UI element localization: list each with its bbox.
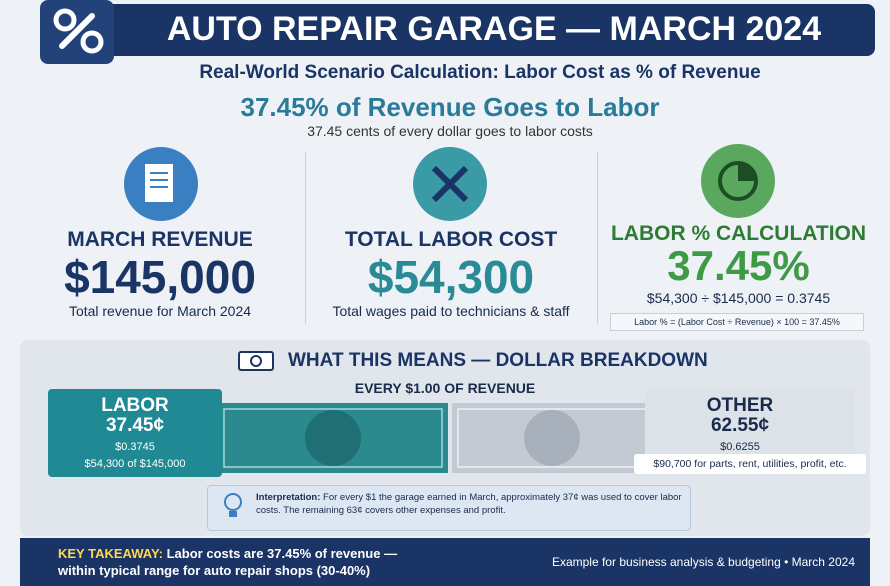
tools-icon [413,147,487,221]
footer-note: Example for business analysis & budgetin… [551,555,855,569]
interpretation-box [207,485,691,531]
card-value: $145,000 [64,251,256,303]
breakdown-title: WHAT THIS MEANS — DOLLAR BREAKDOWN [288,350,708,371]
title: AUTO REPAIR GARAGE — MARCH 2024 [166,10,822,48]
bill-icon [238,351,274,371]
labor-label: LABOR [101,395,169,416]
header-bar [40,4,875,56]
takeaway-line: within typical range for auto repair sho… [58,563,371,578]
takeaway-line: Labor costs are 37.45% of revenue — [166,546,398,561]
chart-icon [701,144,775,218]
interpretation: Interpretation: For every $1 the garage … [256,491,682,517]
bulb-icon [224,493,242,517]
labor-detail: $54,300 of $145,000 [84,458,186,470]
headline-sub: 37.45 cents of every dollar goes to labo… [307,123,593,139]
other-value: 62.55¢ [710,415,770,436]
card-label: MARCH REVENUE [67,228,253,251]
other-label: OTHER [706,395,774,416]
subtitle: Real-World Scenario Calculation: Labor C… [199,62,761,83]
divider [305,152,306,324]
card-label: TOTAL LABOR COST [344,228,558,251]
takeaway: KEY TAKEAWAY: Labor costs are 37.45% of … [58,545,397,579]
revenue-icon [124,147,198,221]
card-value: 37.45% [667,242,810,289]
labor-value: 37.45¢ [105,415,165,436]
interpretation-text: For every $1 the garage earned in March,… [256,492,682,516]
card-note: Total revenue for March 2024 [68,303,252,319]
headline: 37.45% of Revenue Goes to Labor [240,92,660,122]
labor-box [48,389,222,477]
breakdown-caption: EVERY $1.00 OF REVENUE [354,380,536,396]
bills [218,403,652,473]
card-note: $54,300 ÷ $145,000 = 0.3745 [646,290,831,306]
header-icon [40,0,114,64]
card-value: $54,300 [367,251,535,303]
other-detail: $90,700 for parts, rent, utilities, prof… [634,454,866,474]
takeaway-lead: KEY TAKEAWAY: [58,546,163,561]
card-label: LABOR % CALCULATION [610,222,867,245]
labor-decimal: $0.3745 [115,441,155,453]
card-note: Total wages paid to technicians & staff [332,303,570,319]
formula: Labor % = (Labor Cost ÷ Revenue) × 100 =… [610,313,864,331]
footer-bar [20,538,870,586]
other-box [645,389,855,459]
other-decimal: $0.6255 [720,441,760,453]
interpretation-lead: Interpretation: [256,492,321,503]
divider [597,152,598,324]
